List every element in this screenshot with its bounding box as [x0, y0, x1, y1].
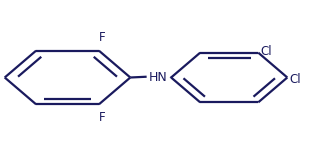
- Text: Cl: Cl: [290, 73, 301, 86]
- Text: Cl: Cl: [261, 45, 273, 58]
- Text: F: F: [99, 31, 106, 44]
- Text: F: F: [99, 111, 106, 124]
- Text: HN: HN: [149, 71, 168, 84]
